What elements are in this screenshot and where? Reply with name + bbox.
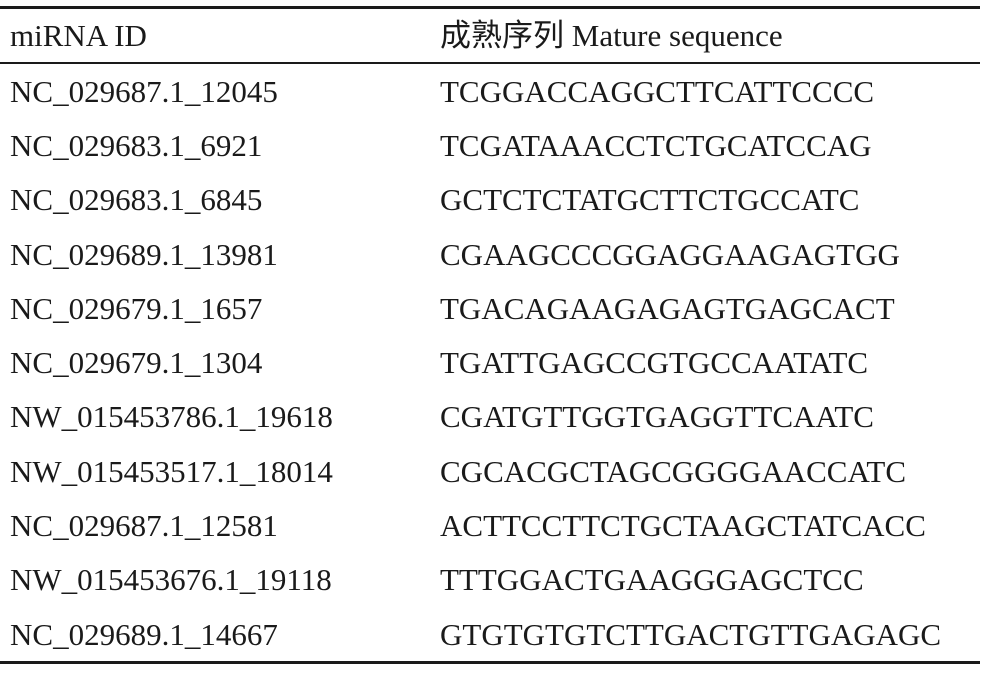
mature-sequence-cell: TCGATAAACCTCTGCATCCAG: [440, 127, 872, 163]
table-row: NC_029679.1_1304 TGATTGAGCCGTGCCAATATC: [0, 335, 980, 389]
table-body: NC_029687.1_12045 TCGGACCAGGCTTCATTCCCC NC…: [0, 63, 980, 663]
table-row: NC_029683.1_6921 TCGATAAACCTCTGCATCCAG: [0, 118, 980, 172]
mirna-id-cell: NC_029683.1_6921: [10, 127, 263, 163]
mirna-table-container: miRNA ID 成熟序列 Mature sequence NC_029687.…: [0, 6, 980, 664]
mature-sequence-cell: ACTTCCTTCTGCTAAGCTATCACC: [440, 508, 926, 544]
table-row: NW_015453517.1_18014 CGCACGCTAGCGGGGAACCA…: [0, 444, 980, 498]
mirna-id-cell: NC_029689.1_14667: [10, 616, 278, 652]
mirna-id-cell: NW_015453676.1_19118: [10, 562, 332, 598]
header-mirna-id: miRNA ID: [10, 18, 147, 53]
table-row: NW_015453786.1_19618 CGATGTTGGTGAGGTTCAAT…: [0, 390, 980, 444]
mirna-id-cell: NC_029687.1_12045: [10, 73, 278, 109]
header-row: miRNA ID 成熟序列 Mature sequence: [0, 7, 980, 63]
mature-sequence-cell: GCTCTCTATGCTTCTGCCATC: [440, 182, 860, 218]
mature-sequence-cell: GTGTGTGTCTTGACTGTTGAGAGC: [440, 616, 942, 652]
table-row: NC_029687.1_12045 TCGGACCAGGCTTCATTCCCC: [0, 63, 980, 118]
mirna-id-cell: NW_015453517.1_18014: [10, 453, 333, 489]
table-row: NW_015453676.1_19118 TTTGGACTGAAGGGAGCTCC: [0, 553, 980, 607]
table-header: miRNA ID 成熟序列 Mature sequence: [0, 7, 980, 63]
table-row: NC_029679.1_1657 TGACAGAAGAGAGTGAGCACT: [0, 281, 980, 335]
mature-sequence-cell: CGAAGCCCGGAGGAAGAGTGG: [440, 236, 900, 272]
mature-sequence-cell: TTTGGACTGAAGGGAGCTCC: [440, 562, 864, 598]
mature-sequence-cell: TGACAGAAGAGAGTGAGCACT: [440, 290, 895, 326]
mirna-id-cell: NW_015453786.1_19618: [10, 399, 333, 435]
mirna-id-cell: NC_029687.1_12581: [10, 508, 278, 544]
mature-sequence-cell: TCGGACCAGGCTTCATTCCCC: [440, 73, 875, 109]
mirna-sequence-table: miRNA ID 成熟序列 Mature sequence NC_029687.…: [0, 6, 980, 664]
mirna-id-cell: NC_029689.1_13981: [10, 236, 278, 272]
table-row: NC_029689.1_14667 GTGTGTGTCTTGACTGTTGAGAG…: [0, 607, 980, 663]
mature-sequence-cell: TGATTGAGCCGTGCCAATATC: [440, 345, 869, 381]
mature-sequence-cell: CGCACGCTAGCGGGGAACCATC: [440, 453, 907, 489]
table-row: NC_029689.1_13981 CGAAGCCCGGAGGAAGAGTGG: [0, 227, 980, 281]
header-mature-sequence: 成熟序列 Mature sequence: [440, 18, 783, 53]
mirna-id-cell: NC_029679.1_1657: [10, 290, 263, 326]
mirna-id-cell: NC_029679.1_1304: [10, 345, 263, 381]
table-row: NC_029687.1_12581 ACTTCCTTCTGCTAAGCTATCAC…: [0, 498, 980, 552]
mirna-id-cell: NC_029683.1_6845: [10, 182, 263, 218]
table-row: NC_029683.1_6845 GCTCTCTATGCTTCTGCCATC: [0, 173, 980, 227]
mature-sequence-cell: CGATGTTGGTGAGGTTCAATC: [440, 399, 874, 435]
